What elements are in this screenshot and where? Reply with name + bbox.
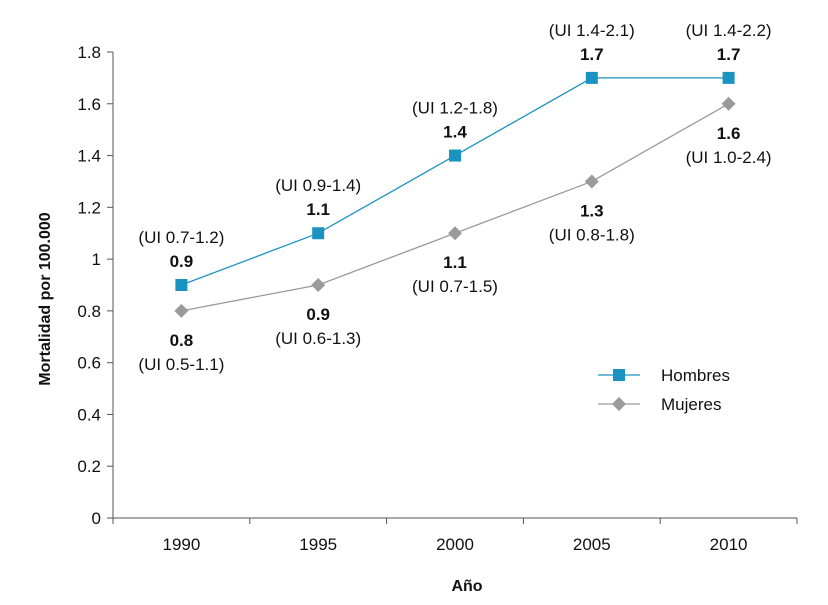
- legend-marker: [612, 397, 626, 411]
- data-point-hombres: [722, 71, 735, 84]
- legend-label: Hombres: [661, 366, 730, 385]
- interval-label: (UI 0.6-1.3): [275, 329, 361, 348]
- value-label: 1.6: [717, 124, 741, 143]
- legend-marker: [613, 369, 625, 381]
- data-point-hombres: [449, 149, 461, 162]
- value-label: 1.1: [306, 200, 330, 219]
- y-axis: 0 0.2 0.4 0.6 0.8 1 1.2 1.4 1.6 1.8: [77, 43, 113, 528]
- interval-label: (UI 1.4-2.2): [686, 21, 772, 40]
- interval-label: (UI 0.7-1.2): [138, 228, 224, 247]
- data-point-mujeres: [448, 226, 462, 241]
- x-tick-label: 2010: [710, 535, 748, 554]
- y-tick-label: 1: [92, 250, 101, 269]
- y-tick-label: 0.4: [77, 405, 101, 424]
- x-axis: 1990 1995 2000 2005 2010: [112, 518, 798, 554]
- x-axis-title: Año: [451, 578, 482, 595]
- x-tick-label: 2000: [436, 535, 474, 554]
- interval-label: (UI 1.0-2.4): [686, 148, 772, 167]
- interval-label: (UI 1.4-2.1): [549, 21, 635, 40]
- interval-label: (UI 1.2-1.8): [412, 99, 498, 118]
- x-tick-label: 1995: [299, 535, 337, 554]
- series-layer: [174, 71, 736, 318]
- y-tick-label: 1.6: [77, 95, 101, 114]
- data-point-hombres: [585, 71, 598, 84]
- y-tick-label: 0: [92, 509, 101, 528]
- data-point-hombres: [175, 279, 188, 291]
- value-label: 0.8: [170, 331, 194, 350]
- value-label: 1.3: [580, 201, 604, 220]
- y-tick-label: 1.4: [77, 147, 101, 166]
- interval-label: (UI 0.8-1.8): [549, 225, 635, 244]
- data-point-mujeres: [721, 96, 736, 111]
- x-tick-label: 2005: [573, 535, 611, 554]
- legend-label: Mujeres: [661, 395, 721, 414]
- y-tick-label: 0.6: [77, 354, 101, 373]
- value-label: 1.1: [443, 253, 467, 272]
- data-labels: 0.9 (UI 0.7-1.2) 1.1 (UI 0.9-1.4) 1.4 (UI 1.2…: [138, 21, 771, 374]
- legend: Hombres Mujeres: [598, 366, 730, 414]
- x-tick-label: 1990: [162, 535, 200, 554]
- y-tick-label: 0.2: [77, 457, 101, 476]
- y-tick-label: 0.8: [77, 302, 101, 321]
- value-label: 1.4: [443, 123, 467, 142]
- data-point-mujeres: [174, 303, 189, 318]
- interval-label: (UI 0.9-1.4): [275, 176, 361, 195]
- data-point-hombres: [312, 227, 325, 240]
- y-tick-label: 1.8: [77, 43, 101, 62]
- value-label: 0.9: [170, 252, 194, 271]
- interval-label: (UI 0.7-1.5): [412, 277, 498, 296]
- y-tick-label: 1.2: [77, 198, 101, 217]
- data-point-mujeres: [584, 174, 599, 189]
- data-point-mujeres: [311, 278, 326, 292]
- value-label: 1.7: [717, 45, 741, 64]
- interval-label: (UI 0.5-1.1): [138, 355, 224, 374]
- value-label: 1.7: [580, 45, 604, 64]
- y-axis-title: Mortalidad por 100.000: [37, 212, 54, 385]
- value-label: 0.9: [306, 305, 330, 324]
